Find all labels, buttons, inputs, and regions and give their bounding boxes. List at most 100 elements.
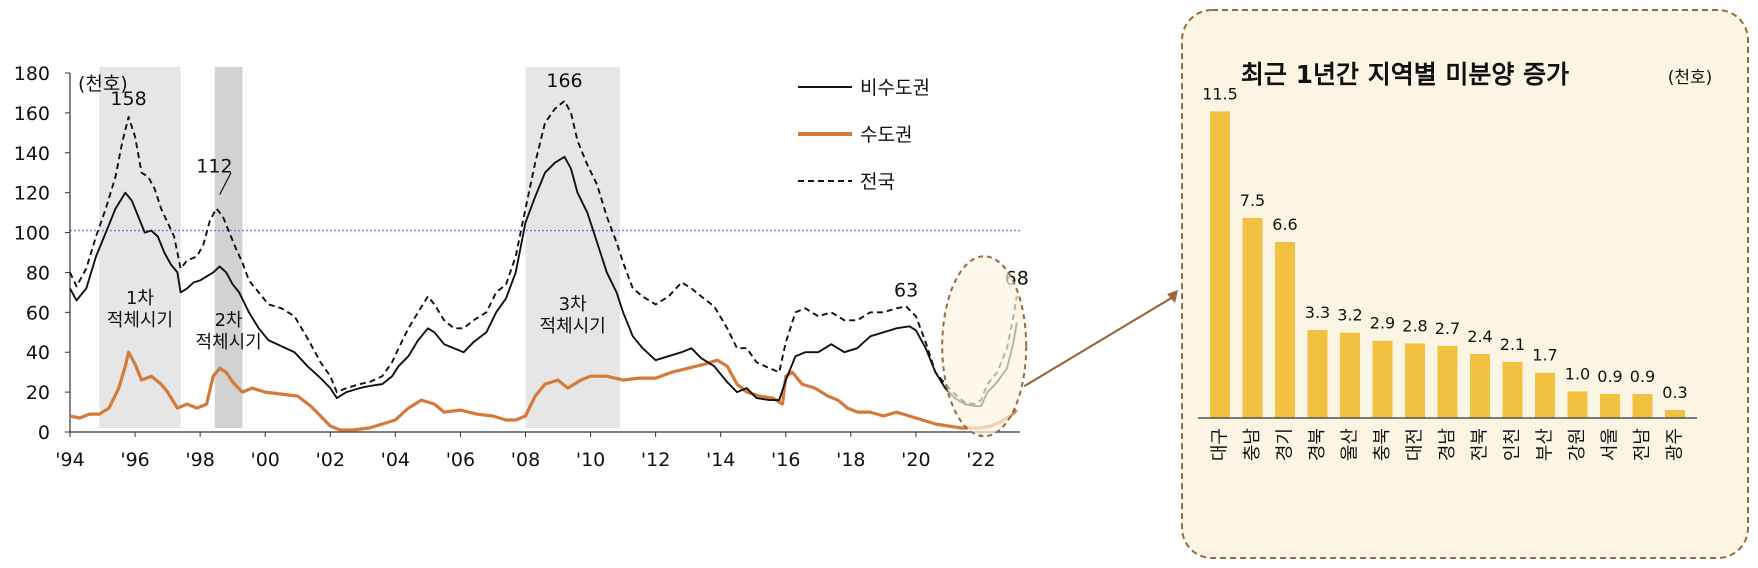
period-label-3-line1: 3차: [559, 294, 587, 315]
y-tick-label: 100: [14, 223, 50, 245]
bar-category-label: 서울: [1600, 428, 1621, 461]
x-tick-label: '00: [251, 449, 280, 471]
bar-대전: [1405, 343, 1425, 418]
x-tick-label: '08: [511, 449, 540, 471]
bar-category-label: 대구: [1210, 428, 1231, 461]
bar-category-label: 강원: [1567, 428, 1588, 461]
peak-label: 112: [196, 156, 232, 178]
main-line-chart: 0 20 40 60 80 100 120 140 160 180 '94 '96 '98 '00 '02…: [14, 63, 1178, 471]
bar-전북: [1470, 354, 1490, 418]
bar-경남: [1437, 346, 1458, 418]
x-tick-label: '96: [120, 449, 149, 471]
x-tick-label: '14: [706, 449, 735, 471]
bar-value-label: 2.4: [1467, 327, 1492, 346]
y-tick-label: 40: [26, 342, 50, 364]
bar-value-label: 11.5: [1202, 84, 1238, 103]
legend-label: 전국: [860, 171, 895, 193]
legend-label: 비수도권: [860, 77, 930, 99]
peak-label: 63: [894, 279, 918, 301]
peak-label: 158: [110, 88, 146, 110]
bar-category-label: 대전: [1405, 428, 1426, 461]
y-unit-label: (천호): [78, 73, 128, 95]
bar-value-label: 7.5: [1240, 191, 1265, 210]
bar-대구: [1210, 111, 1230, 418]
bar-category-label: 경기: [1275, 428, 1296, 461]
inset-panel: [1181, 9, 1749, 559]
inset-unit-label: (천호): [1668, 68, 1713, 88]
x-tick-label: '04: [381, 449, 410, 471]
inset-bars: 11.5 대구 7.5 충남 6.6 경기 3.3 경북 3.2 울산 2.9 충북 2.8 대전 2.7 경…: [1202, 84, 1688, 461]
bar-category-label: 광주: [1665, 428, 1686, 461]
series-lines: [69, 99, 1018, 432]
x-tick-label: '94: [55, 449, 84, 471]
callout-arrow: [1023, 290, 1178, 388]
legend-label: 수도권: [860, 124, 912, 146]
axes: [65, 72, 1020, 437]
bar-category-label: 부산: [1535, 428, 1556, 461]
bar-category-label: 충북: [1372, 428, 1393, 461]
y-tick-label: 120: [14, 183, 50, 205]
bar-category-label: 충남: [1242, 428, 1263, 461]
y-tick-label: 80: [26, 262, 50, 284]
bar-value-label: 2.8: [1402, 316, 1427, 335]
x-tick-label: '06: [446, 449, 475, 471]
period-label-1-line1: 1차: [126, 288, 154, 309]
peak-label: 166: [546, 70, 582, 92]
period-label-3-line2: 적체시기: [540, 316, 606, 337]
x-tick-label: '02: [316, 449, 345, 471]
bar-value-label: 3.3: [1305, 303, 1330, 322]
y-tick-labels: 0 20 40 60 80 100 120 140 160 180: [14, 63, 50, 444]
x-tick-label: '98: [185, 449, 214, 471]
bar-value-label: 0.9: [1630, 367, 1655, 386]
highlight-ellipse: [941, 255, 1028, 438]
x-tick-label: '10: [576, 449, 605, 471]
period-label-1-line2: 적체시기: [107, 310, 173, 331]
bar-울산: [1340, 332, 1360, 418]
bar-전남: [1632, 394, 1653, 418]
series-line-2: [69, 99, 1018, 406]
bar-category-label: 경북: [1307, 428, 1328, 461]
x-tick-label: '20: [901, 449, 930, 471]
bar-value-label: 2.9: [1370, 314, 1395, 333]
bar-서울: [1600, 394, 1620, 418]
shaded-periods: [99, 67, 620, 429]
bar-경북: [1307, 330, 1328, 418]
callout-arrow-head: [1167, 290, 1178, 303]
bar-value-label: 0.9: [1597, 367, 1622, 386]
x-tick-label: '16: [771, 449, 800, 471]
bar-부산: [1535, 372, 1555, 418]
bar-광주: [1665, 410, 1685, 418]
bar-인천: [1502, 362, 1523, 418]
bar-category-label: 전남: [1632, 428, 1653, 461]
x-tick-label: '22: [966, 449, 995, 471]
bar-category-label: 울산: [1340, 428, 1361, 461]
bar-충남: [1242, 218, 1263, 418]
series-line-0: [69, 155, 1018, 408]
y-tick-label: 20: [26, 382, 50, 404]
callout-arrow-line: [1023, 296, 1174, 388]
inset-title: 최근 1년간 지역별 미분양 증가: [1241, 60, 1569, 89]
shaded-period-3: [525, 67, 620, 429]
bar-value-label: 6.6: [1272, 215, 1297, 234]
x-tick-label: '18: [836, 449, 865, 471]
y-tick-label: 160: [14, 103, 50, 125]
bar-충북: [1372, 340, 1393, 418]
period-label-2-line1: 2차: [215, 310, 243, 331]
bar-경기: [1275, 242, 1295, 418]
series-line-1: [69, 350, 1018, 432]
bar-강원: [1567, 391, 1588, 418]
y-tick-label: 60: [26, 302, 50, 324]
y-tick-label: 0: [38, 422, 50, 444]
x-tick-label: '12: [641, 449, 670, 471]
bar-value-label: 2.7: [1435, 319, 1460, 338]
bar-value-label: 1.7: [1532, 346, 1557, 365]
y-tick-label: 180: [14, 63, 50, 85]
x-tick-labels: '94 '96 '98 '00 '02 '04 '06 '08 '10 '12 '14 '16 '18 '…: [55, 449, 995, 471]
y-tick-label: 140: [14, 143, 50, 165]
period-label-2-line2: 적체시기: [195, 332, 261, 353]
bar-value-label: 2.1: [1500, 335, 1525, 354]
bar-value-label: 3.2: [1337, 306, 1362, 325]
inset-bar-chart: 최근 1년간 지역별 미분양 증가 (천호) 11.5 대구 7.5 충남 6.6 경기 3…: [1181, 9, 1749, 559]
